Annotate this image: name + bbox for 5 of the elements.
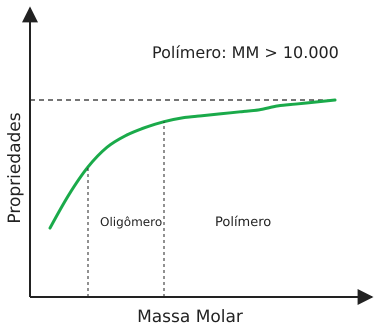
x-axis-title: Massa Molar: [137, 307, 243, 327]
annotation: Oligômero: [100, 215, 162, 229]
y-axis-title: Propriedades: [5, 112, 25, 224]
annotation: Polímero: [215, 215, 272, 230]
text: Polímero: MM > 10.000: [152, 43, 339, 62]
